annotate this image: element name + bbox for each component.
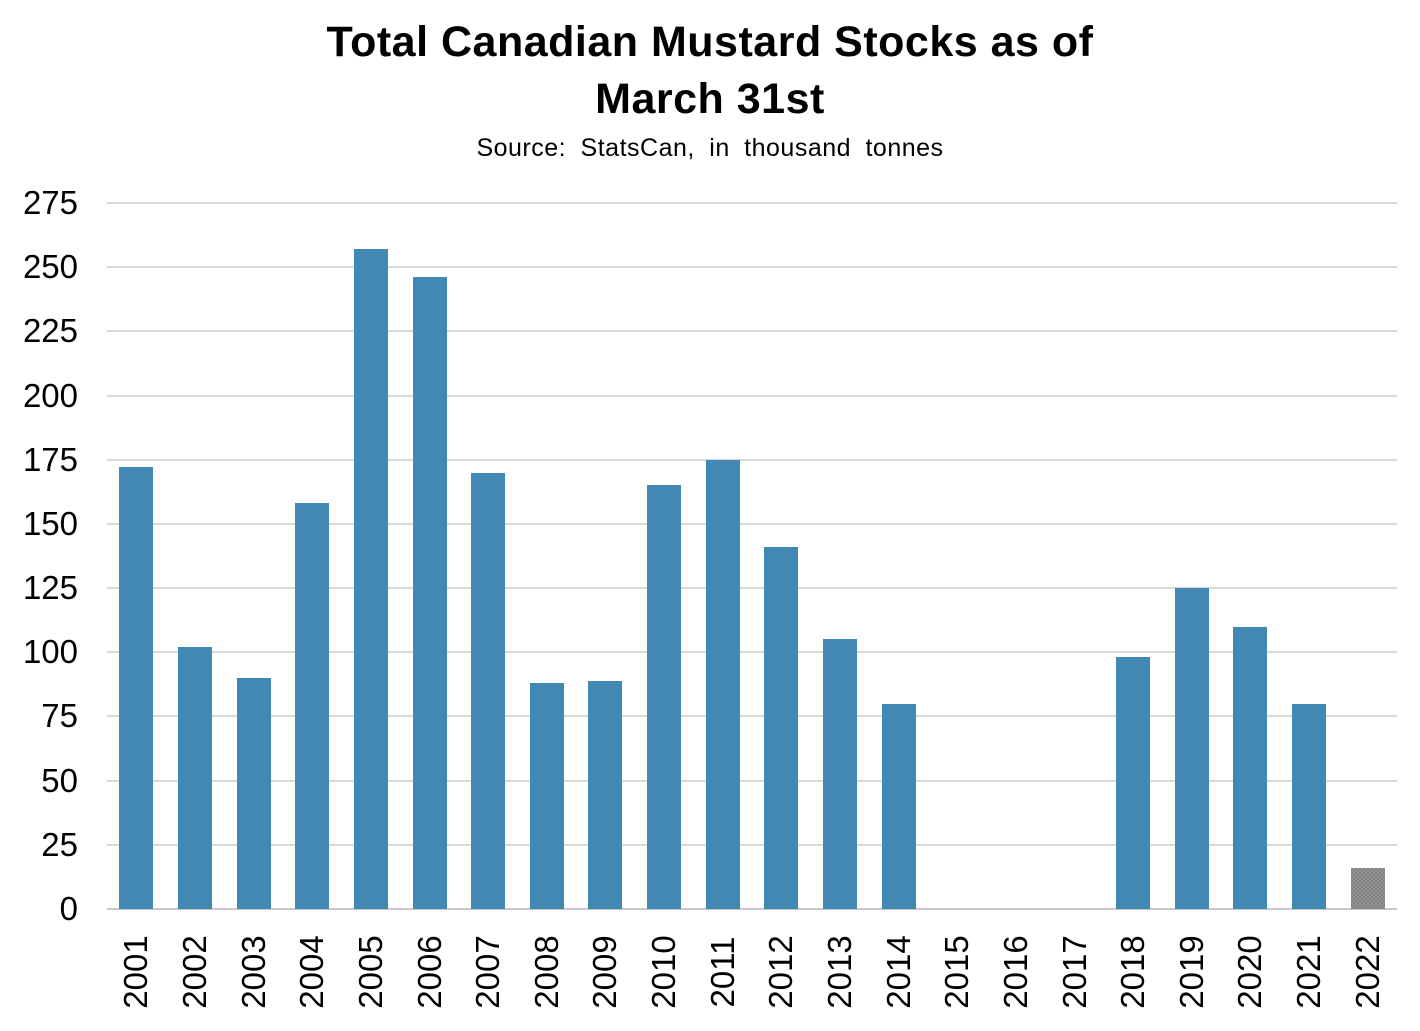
y-axis-tick-label-25: 25	[41, 825, 78, 863]
y-axis-tick-label-225: 225	[22, 312, 78, 350]
x-axis-tick-label-2022: 2022	[1348, 935, 1386, 1009]
x-axis-tick-label-2014: 2014	[879, 935, 917, 1009]
x-axis-tick-label-2004: 2004	[293, 935, 331, 1009]
y-axis-tick-label-150: 150	[22, 504, 78, 542]
x-axis-tick-label-2007: 2007	[469, 935, 507, 1009]
gridline-225	[107, 330, 1397, 333]
gridline-100	[107, 651, 1397, 654]
gridline-0	[107, 908, 1397, 910]
bar-2010	[647, 485, 682, 909]
gridline-75	[107, 715, 1397, 718]
gridline-150	[107, 522, 1397, 525]
chart-title-line1: Total Canadian Mustard Stocks as of	[326, 18, 1094, 66]
bar-2006	[412, 277, 447, 909]
gridline-175	[107, 458, 1397, 461]
y-axis-tick-label-100: 100	[22, 633, 78, 671]
y-axis-tick-label-75: 75	[41, 697, 78, 735]
bar-2007	[471, 472, 506, 909]
x-axis-tick-label-2006: 2006	[410, 935, 448, 1009]
bar-2021	[1292, 703, 1327, 909]
y-axis-tick-label-200: 200	[22, 376, 78, 414]
bar-2012	[764, 547, 799, 909]
bar-2011	[705, 459, 740, 909]
chart-title-line2: March 31st	[595, 75, 825, 123]
x-axis-tick-label-2010: 2010	[645, 935, 683, 1009]
bar-2013	[822, 639, 857, 909]
y-axis-tick-label-125: 125	[22, 569, 78, 607]
x-axis-tick-label-2008: 2008	[527, 935, 565, 1009]
bar-2005	[353, 249, 388, 909]
chart-subtitle: Source: StatsCan, in thousand tonnes	[476, 134, 944, 162]
x-axis-tick-label-2003: 2003	[234, 935, 272, 1009]
x-axis-tick-label-2011: 2011	[703, 936, 741, 1008]
gridline-25	[107, 843, 1397, 846]
bar-2001	[119, 467, 154, 909]
gridline-125	[107, 587, 1397, 590]
bar-2002	[177, 647, 212, 909]
x-axis-tick-label-2021: 2021	[1290, 935, 1328, 1009]
x-axis-tick-label-2009: 2009	[586, 935, 624, 1009]
x-axis-tick-label-2015: 2015	[938, 935, 976, 1009]
x-axis-tick-label-2013: 2013	[820, 935, 858, 1009]
x-axis-tick-label-2017: 2017	[1055, 935, 1093, 1009]
bar-2009	[588, 680, 623, 909]
gridline-250	[107, 266, 1397, 269]
bar-2004	[295, 503, 330, 909]
x-axis-tick-label-2001: 2001	[117, 935, 155, 1009]
chart-title: Total Canadian Mustard Stocks as of Marc…	[0, 14, 1420, 128]
x-axis-tick-label-2012: 2012	[762, 935, 800, 1009]
bar-2022	[1350, 867, 1385, 909]
x-axis-tick-label-2018: 2018	[1114, 935, 1152, 1009]
x-axis-tick-label-2002: 2002	[175, 935, 213, 1009]
y-axis-tick-label-0: 0	[59, 890, 78, 927]
bar-2019	[1174, 588, 1209, 909]
bar-2008	[529, 683, 564, 909]
gridline-275	[107, 202, 1397, 204]
bar-2020	[1233, 626, 1268, 909]
chart-header: Total Canadian Mustard Stocks as of Marc…	[0, 14, 1420, 163]
x-axis-tick-label-2005: 2005	[351, 935, 389, 1009]
gridline-50	[107, 779, 1397, 782]
y-axis-tick-label-250: 250	[22, 248, 78, 286]
bar-2003	[236, 677, 271, 909]
bar-2014	[881, 703, 916, 909]
y-axis-tick-label-275: 275	[22, 184, 78, 221]
y-axis-tick-label-50: 50	[41, 761, 78, 799]
bar-2018	[1116, 657, 1151, 909]
y-axis-tick-label-175: 175	[22, 440, 78, 478]
x-axis-tick-label-2016: 2016	[996, 935, 1034, 1009]
x-axis-tick-label-2019: 2019	[1172, 935, 1210, 1009]
x-axis-tick-label-2020: 2020	[1231, 935, 1269, 1009]
gridline-200	[107, 394, 1397, 397]
